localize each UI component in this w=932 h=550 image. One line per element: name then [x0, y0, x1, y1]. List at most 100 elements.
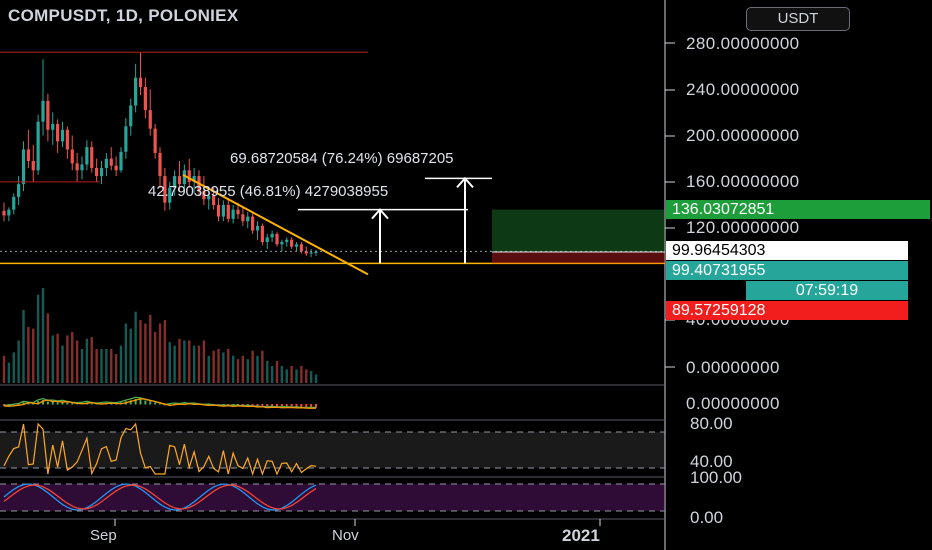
macd-axis-label: 0.00000000 — [686, 394, 780, 413]
candle-body — [270, 233, 274, 238]
volume-bar — [192, 345, 196, 383]
price-axis-label: 240.00000000 — [686, 80, 800, 99]
candle-body — [75, 163, 79, 171]
candle-body — [17, 184, 21, 197]
macd-histogram-bar — [290, 404, 293, 408]
volume-bar — [222, 352, 225, 383]
macd-histogram-bar — [66, 402, 69, 405]
macd-histogram-bar — [37, 401, 40, 405]
macd-histogram-bar — [27, 403, 30, 405]
volume-bar — [56, 333, 59, 383]
candle-body — [158, 152, 162, 177]
candle-body — [299, 244, 303, 252]
candle-body — [168, 187, 172, 203]
candle-body — [31, 161, 35, 171]
volume-bar — [217, 349, 220, 383]
volume-bar — [110, 349, 113, 383]
macd-histogram-bar — [51, 401, 54, 405]
macd-histogram-bar — [90, 403, 93, 405]
volume-bar — [280, 366, 284, 383]
macd-histogram-bar — [46, 401, 49, 405]
candle-body — [216, 205, 221, 217]
volume-bar — [256, 355, 259, 383]
candle-body — [236, 209, 240, 215]
volume-bar — [173, 345, 176, 383]
candle-body — [226, 205, 230, 219]
candle-body — [26, 149, 30, 162]
candle-body — [163, 176, 167, 203]
volume-bar — [61, 345, 64, 383]
chart-grid — [0, 0, 675, 550]
volume-bar — [119, 345, 123, 383]
macd-histogram-bar — [295, 404, 298, 408]
candle-body — [231, 209, 235, 219]
price-axis-label: 160.00000000 — [686, 172, 800, 191]
macd-histogram-bar — [129, 400, 132, 405]
volume-bar — [285, 369, 288, 383]
indicator-panes — [0, 396, 665, 512]
candle-body — [294, 244, 299, 247]
volume-bar — [266, 360, 269, 383]
macd-histogram-bar — [315, 404, 317, 408]
candle-body — [153, 128, 157, 153]
stoch-band — [0, 484, 665, 511]
price-axis-label: 200.00000000 — [686, 126, 800, 145]
macd-histogram-bar — [149, 401, 152, 405]
volume-bar — [295, 369, 298, 383]
macd-histogram-bar — [144, 400, 147, 405]
volume-bar — [144, 323, 147, 383]
candle-body — [90, 147, 94, 168]
drawing-overlays — [0, 51, 665, 276]
target-price-tag: 136.03072851 — [666, 200, 930, 219]
volume-bar — [158, 323, 162, 383]
candle-body — [182, 170, 186, 185]
volume-bar — [66, 335, 69, 383]
countdown-tag: 07:59:19 — [746, 281, 908, 300]
macd-histogram-bar — [71, 403, 74, 405]
volume-bar — [305, 369, 308, 383]
candle-body — [12, 196, 16, 210]
candle-body — [285, 239, 289, 243]
candle-body — [51, 124, 55, 130]
macd-histogram-bar — [261, 404, 264, 408]
candle-body — [207, 195, 211, 200]
volume-bar — [71, 332, 74, 383]
candle-body — [275, 233, 279, 245]
candle-body — [7, 209, 11, 216]
candle-body — [134, 77, 138, 106]
time-axis-label: Sep — [90, 527, 117, 544]
candle-body — [70, 149, 74, 164]
macd-histogram-bar — [168, 404, 171, 405]
macd-histogram-bar — [22, 402, 25, 405]
candle-body — [41, 100, 45, 122]
time-axis-label: 2021 — [562, 526, 600, 545]
volume-bar — [27, 326, 30, 383]
candle-body — [251, 216, 255, 231]
volume-bar — [75, 340, 79, 383]
volume-bar — [7, 362, 11, 383]
volume-bar — [51, 335, 54, 383]
macd-histogram-bar — [56, 402, 59, 405]
candle-body — [177, 176, 182, 185]
candle-body — [212, 195, 216, 205]
macd-histogram-bar — [154, 402, 157, 405]
volume-bar — [149, 315, 152, 383]
volume-bar — [270, 366, 274, 383]
macd-histogram-bar — [266, 404, 269, 408]
stoch-axis-label: 100.00 — [690, 468, 742, 487]
volume-bar — [85, 338, 89, 383]
candle-body — [314, 251, 318, 253]
candle-body — [192, 176, 196, 182]
macd-signal-line — [3, 398, 317, 409]
currency-button[interactable]: USDT — [746, 7, 850, 31]
price-axis-label: 0.00000000 — [686, 358, 780, 377]
candle-body — [124, 126, 128, 152]
candle-body — [2, 210, 6, 216]
candle-body — [173, 176, 177, 188]
volume-bar — [314, 374, 318, 383]
volume-bar — [236, 359, 240, 383]
macd-histogram-bar — [300, 404, 303, 408]
profit-zone — [492, 209, 665, 252]
volume-bar — [197, 345, 201, 383]
